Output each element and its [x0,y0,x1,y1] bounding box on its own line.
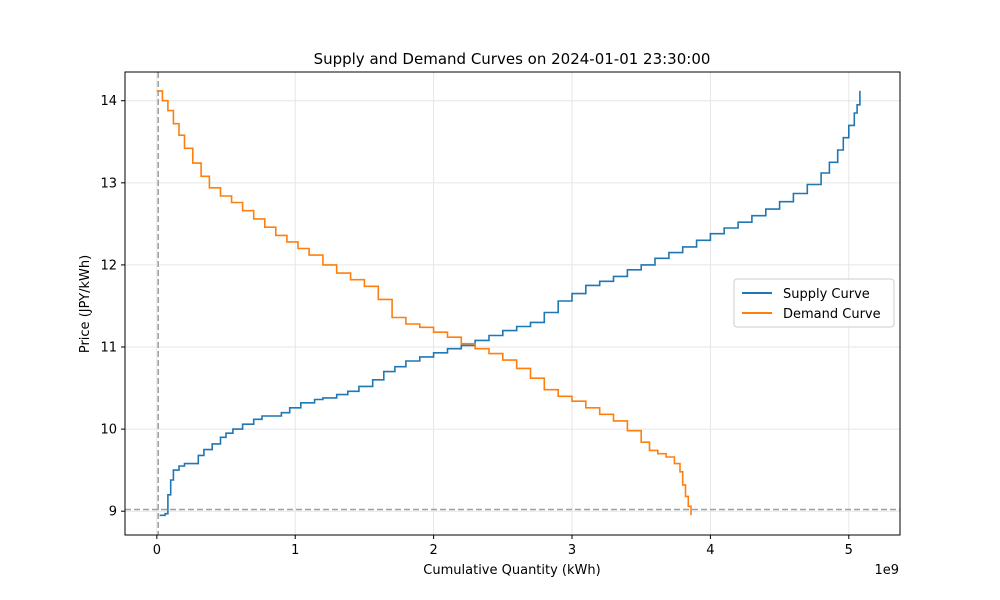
legend: Supply Curve Demand Curve [733,278,895,328]
x-axis-offset-label: 1e9 [874,563,899,578]
series-line-supply [159,90,861,517]
series-line-demand [156,90,692,516]
legend-box [733,278,895,328]
legend-label: Supply Curve [783,287,870,302]
y-tick-label: 9 [109,505,117,520]
y-tick-label: 10 [100,423,117,438]
y-tick-label: 13 [100,176,117,191]
chart-title: Supply and Demand Curves on 2024-01-01 2… [314,50,711,68]
x-axis-ticks: 0 1 2 3 4 5 [153,535,853,558]
reference-lines [125,72,900,535]
y-axis-ticks: 9 10 11 12 13 14 [100,94,125,520]
plot-frame [124,71,901,536]
x-tick-label: 0 [153,543,161,558]
x-tick-label: 1 [291,543,299,558]
y-tick-label: 12 [100,258,117,273]
legend-label: Demand Curve [783,307,881,322]
x-tick-label: 2 [429,543,437,558]
y-tick-label: 11 [100,341,117,356]
x-tick-label: 3 [568,543,576,558]
x-tick-label: 4 [706,543,714,558]
y-tick-label: 14 [100,94,117,109]
series-layer [156,90,861,517]
y-axis-label: Price (JPY/kWh) [78,255,93,353]
x-tick-label: 5 [845,543,853,558]
x-axis-label: Cumulative Quantity (kWh) [423,563,600,578]
